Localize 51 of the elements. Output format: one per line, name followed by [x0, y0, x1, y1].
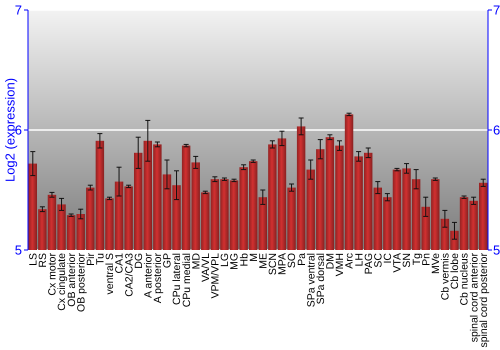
y-tick-label: 7: [14, 2, 22, 18]
x-tick-label: MPA: [276, 253, 289, 275]
x-tick-label: SPa dorsal: [314, 253, 327, 304]
x-tick-label: Pa: [296, 252, 308, 266]
x-tick-label: SN: [401, 253, 414, 268]
y-axis-title: Log2 (expression): [2, 78, 18, 182]
x-tick-label: A anterior: [142, 252, 154, 298]
y2-tick-label: 6: [493, 122, 500, 138]
x-tick-label: ME: [257, 253, 270, 269]
x-tick-label: spinal cord posterior: [478, 252, 490, 348]
x-tick-label: A posterior: [152, 252, 164, 304]
x-tick-label: IC: [382, 252, 394, 264]
x-tick-label: MG: [228, 253, 241, 270]
x-tick-label: RS: [37, 253, 50, 268]
x-tick-label: DG: [132, 253, 145, 269]
x-tick-label: spinal cord anterior: [468, 252, 480, 342]
x-tick-label: LS: [27, 253, 40, 266]
x-tick-label: VMH: [334, 253, 346, 276]
x-tick-label: PAG: [362, 253, 375, 274]
x-tick-label: GP: [162, 253, 174, 268]
x-tick-label: DM: [324, 253, 337, 270]
x-tick-label: Tg: [410, 252, 423, 266]
x-tick-label: Pir: [84, 252, 97, 266]
x-tick-label: Cx cingulate: [56, 252, 68, 311]
x-tick-label: VTA: [392, 253, 404, 273]
x-tick-label: Arc: [344, 253, 356, 269]
x-tick-label: CPu medial: [180, 253, 193, 308]
x-tick-label: MD: [190, 252, 202, 270]
x-tick-label: VPM/VPL: [210, 252, 222, 299]
x-tick-label: CPu lateral: [171, 253, 184, 305]
x-tick-label: SO: [286, 253, 298, 268]
x-tick-label: OB anterior: [66, 252, 78, 307]
x-tick-label: Cb lobe: [449, 252, 462, 290]
y2-tick-label: 7: [493, 2, 500, 18]
x-tick-label: OB posterior: [75, 252, 88, 312]
x-tick-label: Tu: [94, 252, 107, 265]
x-tick-label: SCN: [267, 253, 280, 276]
x-tick-label: CA2/CA3: [123, 252, 136, 297]
y2-tick-label: 5: [493, 242, 500, 258]
x-tick-label: VA/VL: [200, 252, 212, 282]
x-tick-label: ventral S: [104, 253, 116, 294]
x-tick-label: MVe: [430, 252, 442, 274]
x-tick-label: LG: [219, 253, 232, 268]
x-tick-label: LH: [353, 253, 366, 266]
x-tick-label: CA1: [114, 252, 126, 274]
x-tick-label: Cb nucleus: [458, 253, 471, 306]
x-tick-label: Hb: [238, 252, 250, 266]
y-tick-label: 5: [14, 242, 22, 258]
x-tick-label: M: [248, 253, 260, 262]
x-tick-label: SPa ventral: [305, 253, 318, 308]
x-tick-label: SC: [372, 252, 384, 268]
